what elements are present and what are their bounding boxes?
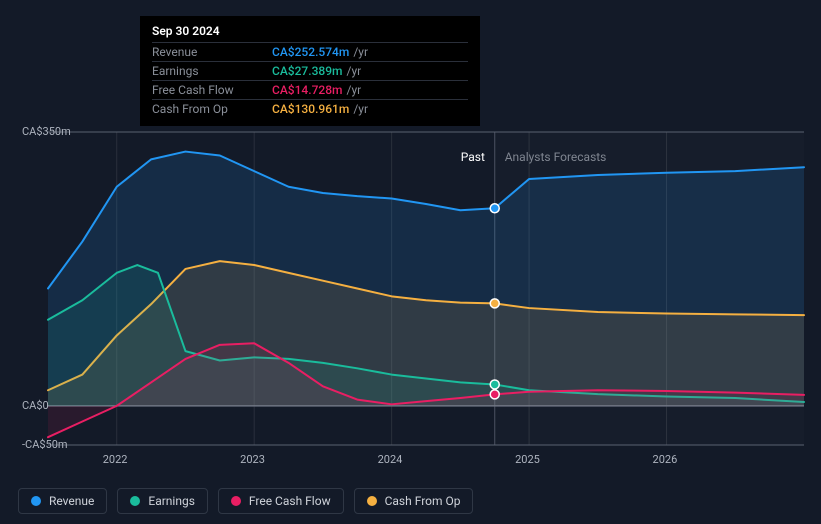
tooltip-row: Free Cash FlowCA$14.728m/yr: [152, 80, 468, 99]
tooltip-row-value: CA$14.728m: [272, 83, 343, 97]
tooltip: Sep 30 2024 RevenueCA$252.574m/yrEarning…: [140, 16, 480, 126]
y-tick-label: CA$350m: [22, 125, 71, 138]
x-tick-label: 2026: [653, 453, 678, 466]
legend-dot-icon: [231, 496, 241, 506]
forecast-label: Analysts Forecasts: [505, 150, 607, 164]
y-tick-label: CA$0: [22, 399, 49, 412]
legend-label: Earnings: [148, 494, 195, 508]
past-label: Past: [461, 150, 485, 164]
legend-dot-icon: [31, 496, 41, 506]
legend-label: Revenue: [49, 494, 94, 508]
x-tick-label: 2022: [103, 453, 128, 466]
tooltip-row-unit: /yr: [353, 45, 368, 59]
chart-container: -CA$50mCA$0CA$350m 20222023202420252026 …: [0, 0, 821, 524]
tooltip-row-label: Earnings: [152, 64, 272, 78]
tooltip-date: Sep 30 2024: [152, 24, 468, 38]
tooltip-row-label: Cash From Op: [152, 102, 272, 116]
legend-item[interactable]: Earnings: [117, 488, 208, 514]
tooltip-row: RevenueCA$252.574m/yr: [152, 42, 468, 61]
legend-item[interactable]: Cash From Op: [354, 488, 474, 514]
tooltip-row: EarningsCA$27.389m/yr: [152, 61, 468, 80]
y-tick-label: -CA$50m: [22, 438, 68, 451]
tooltip-row-unit: /yr: [353, 102, 368, 116]
tooltip-row-unit: /yr: [347, 64, 362, 78]
legend: Revenue Earnings Free Cash Flow Cash From O…: [18, 488, 473, 514]
legend-dot-icon: [130, 496, 140, 506]
legend-dot-icon: [367, 496, 377, 506]
tooltip-row-unit: /yr: [347, 83, 362, 97]
legend-item[interactable]: Revenue: [18, 488, 107, 514]
tooltip-row-value: CA$27.389m: [272, 64, 343, 78]
x-tick-label: 2023: [240, 453, 265, 466]
tooltip-row-label: Free Cash Flow: [152, 83, 272, 97]
legend-item[interactable]: Free Cash Flow: [218, 488, 344, 514]
tooltip-row: Cash From OpCA$130.961m/yr: [152, 99, 468, 118]
tooltip-row-label: Revenue: [152, 45, 272, 59]
legend-label: Free Cash Flow: [249, 494, 331, 508]
x-tick-label: 2024: [378, 453, 403, 466]
legend-label: Cash From Op: [385, 494, 461, 508]
tooltip-row-value: CA$130.961m: [272, 102, 349, 116]
tooltip-row-value: CA$252.574m: [272, 45, 349, 59]
x-tick-label: 2025: [515, 453, 540, 466]
